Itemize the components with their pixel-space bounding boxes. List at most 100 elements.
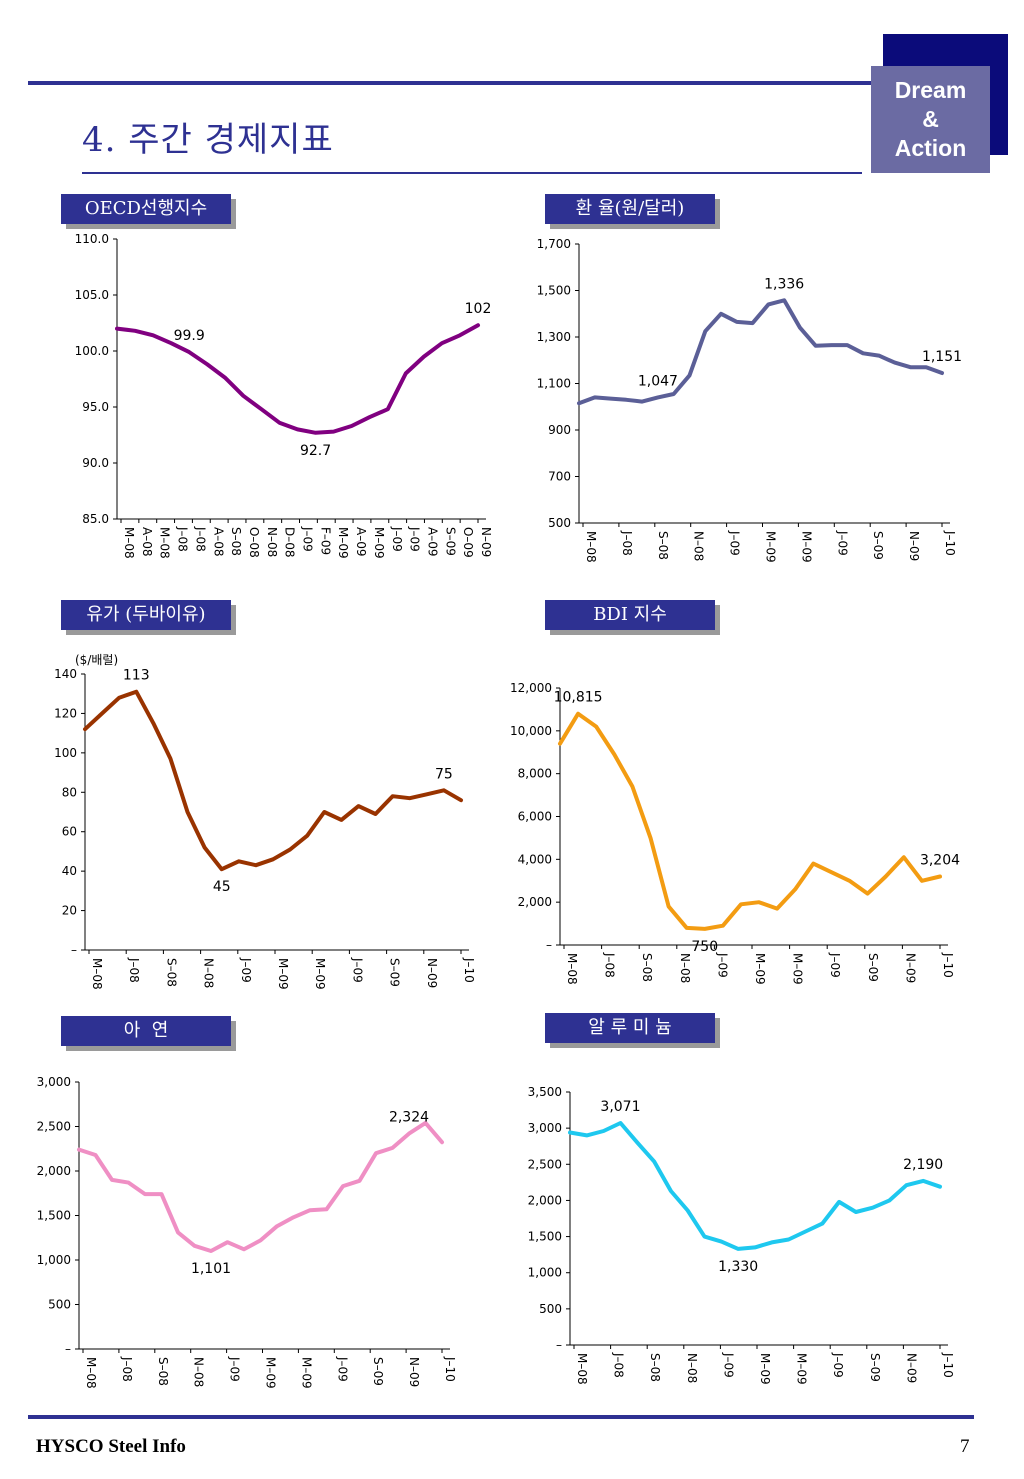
series-line — [558, 711, 942, 931]
y-tick-label: 700 — [548, 470, 571, 484]
x-tick-label: S–09 — [868, 1353, 882, 1382]
x-tick-label: M–08 — [575, 1353, 589, 1385]
x-tick-label: M–09 — [276, 958, 290, 990]
top-rule — [28, 81, 873, 85]
y-tick-label: 95.0 — [82, 400, 109, 414]
data-label: 10,815 — [554, 690, 603, 706]
x-tick-label: S–09 — [866, 953, 880, 982]
x-tick-label: M–09 — [264, 1357, 278, 1389]
badge-line-1: Dream — [894, 77, 967, 103]
x-tick-label: N–08 — [678, 953, 692, 983]
badge-line-2: & — [922, 106, 939, 132]
x-tick-label: M–08 — [565, 953, 579, 985]
x-tick-label: N–09 — [903, 953, 917, 983]
aluminum-chart: 3,500 3,000 2,500 2,000 1,500 1,000 500 –M–08 J–… — [528, 1085, 955, 1385]
y-tick-label: 1,500 — [537, 284, 571, 298]
x-tick-label: S–09 — [371, 1357, 385, 1386]
y-tick-label: 1,300 — [537, 330, 571, 344]
x-tick-label: M–09 — [753, 953, 767, 985]
x-tick-label: S–08 — [640, 953, 654, 982]
y-tick-label: 2,500 — [528, 1157, 562, 1171]
y-tick-label: 90.0 — [82, 456, 109, 470]
x-tick-label: N–09 — [479, 527, 493, 557]
dream-action-badge: Dream & Action — [871, 66, 990, 173]
x-tick-label: J–09 — [239, 957, 253, 983]
x-tick-label: N–08 — [692, 531, 706, 561]
y-tick-label: 6,000 — [518, 810, 552, 824]
x-tick-label: S–08 — [656, 531, 670, 560]
x-tick-label: J–10 — [941, 952, 955, 978]
oecd-chart: 110.0 105.0 100.0 95.0 90.0 85.0 M–08 A–08 M–08 J… — [75, 232, 493, 559]
page-title: 4. 주간 경제지표 — [82, 120, 334, 160]
panel-label-bdi-text: BDI 지수 — [545, 600, 715, 630]
y-tick-label: 3,500 — [528, 1085, 562, 1099]
x-tick-label: M–09 — [764, 531, 778, 563]
y-tick-label: 2,500 — [37, 1120, 71, 1134]
x-tick-label: M–09 — [336, 527, 350, 559]
x-tick-label: J–09 — [408, 526, 422, 552]
y-tick-label: 8,000 — [518, 767, 552, 781]
y-tick-label: 3,000 — [528, 1121, 562, 1135]
y-tick-label: 110.0 — [75, 232, 109, 246]
y-tick-label: 1,500 — [528, 1230, 562, 1244]
y-tick-label: 1,500 — [37, 1209, 71, 1223]
y-tick-label: 120 — [54, 706, 77, 720]
x-tick-label: O–09 — [461, 527, 475, 558]
series-line — [115, 323, 480, 435]
series-line — [77, 1120, 444, 1253]
data-label: 750 — [691, 939, 718, 955]
series-line — [568, 1121, 942, 1251]
data-label: 3,204 — [920, 852, 960, 868]
x-tick-label: J–08 — [620, 530, 634, 556]
y-tick-label: 500 — [48, 1298, 71, 1312]
panel-label-alu-text: 알 루 미 늄 — [545, 1013, 715, 1043]
x-tick-label: J–10 — [943, 530, 957, 556]
panel-label-fx-text: 환 율(원/달러) — [545, 194, 715, 224]
y-tick-label: 105.0 — [75, 288, 109, 302]
panel-label-bdi: BDI 지수 — [545, 600, 720, 635]
y-tick-label: 900 — [548, 423, 571, 437]
x-tick-label: J–09 — [390, 526, 404, 552]
x-tick-label: N–08 — [685, 1353, 699, 1383]
x-tick-label: S–08 — [229, 527, 243, 556]
unit-label: ($/배럴) — [75, 653, 118, 667]
x-tick-label: S–08 — [164, 958, 178, 987]
x-tick-label: J–09 — [831, 1352, 845, 1378]
x-tick-label: S–08 — [156, 1357, 170, 1386]
x-tick-label: M–09 — [795, 1353, 809, 1385]
data-label: 92.7 — [300, 443, 331, 459]
x-tick-label: J–10 — [443, 1356, 457, 1382]
footer-brand: HYSCO Steel Info — [36, 1436, 186, 1457]
x-tick-label: N–08 — [202, 958, 216, 988]
x-tick-label: J–10 — [462, 957, 476, 983]
page-number: 7 — [960, 1436, 970, 1457]
x-tick-label: S–08 — [648, 1353, 662, 1382]
x-tick-label: J–10 — [941, 1352, 955, 1378]
x-tick-label: N–08 — [265, 527, 279, 557]
exchange-rate-chart: 1,700 1,500 1,300 1,100 900 700 500 M–08 J–08 S–0… — [537, 237, 962, 563]
panel-label-oecd-text: OECD선행지수 — [61, 194, 231, 224]
x-tick-label: M–09 — [799, 531, 813, 563]
x-tick-label: F–09 — [318, 527, 332, 555]
y-tick-label: 1,100 — [537, 377, 571, 391]
y-tick-label: 1,700 — [537, 237, 571, 251]
x-tick-label: M–09 — [372, 527, 386, 559]
x-tick-label: M–09 — [791, 953, 805, 985]
data-label: 99.9 — [174, 328, 205, 344]
y-tick-label: 1,000 — [528, 1266, 562, 1280]
x-tick-label: J–08 — [127, 957, 141, 983]
x-tick-label: A–09 — [354, 527, 368, 556]
data-label: 75 — [435, 766, 453, 782]
data-label: 113 — [123, 668, 150, 684]
y-tick-label: 4,000 — [518, 852, 552, 866]
x-tick-label: M–09 — [299, 1357, 313, 1389]
x-tick-label: N–09 — [407, 1357, 421, 1387]
x-tick-label: D–08 — [283, 527, 297, 558]
x-tick-label: N–08 — [192, 1357, 206, 1387]
y-tick-label: 40 — [62, 864, 77, 878]
panel-label-oil-text: 유가 (두바이유) — [61, 600, 231, 630]
y-tick-label: 60 — [62, 825, 77, 839]
panel-label-alu: 알 루 미 늄 — [545, 1013, 720, 1048]
y-tick-label: 2,000 — [37, 1164, 71, 1178]
x-tick-label: A–08 — [140, 527, 154, 556]
